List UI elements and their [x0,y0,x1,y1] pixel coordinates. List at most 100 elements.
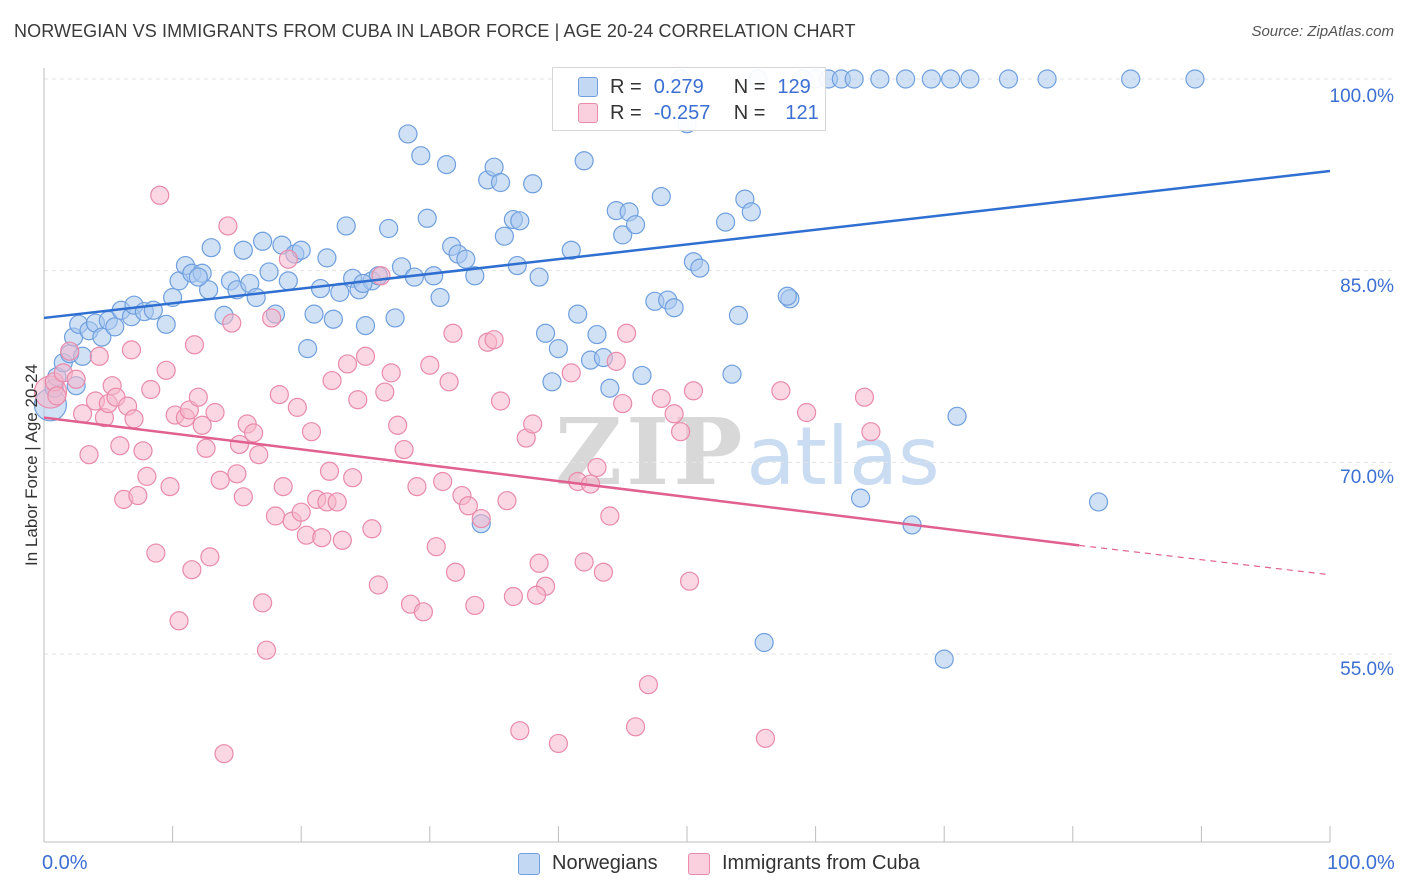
cuba-point [192,415,212,435]
cuba-point [47,386,67,406]
cuba-point [381,363,401,383]
cuba-point [375,382,395,402]
cuba-point [66,369,86,389]
cuba-point [670,422,691,442]
norwegians-point [494,226,514,246]
norwegians-trend-line [43,169,1331,320]
bottom-legend-swatch-norwegians [518,852,540,875]
legend-n-label: N = [733,75,766,98]
norwegians-point [317,248,337,268]
cuba-point [343,468,363,488]
legend-row-norwegians: R = 0.279 N = 129 [578,75,811,99]
norwegians-point [587,324,607,345]
cuba-point [196,438,216,458]
cuba-point [227,464,247,484]
norwegians-point [851,488,871,508]
cuba-point [184,335,205,355]
cuba-point [407,477,427,497]
cuba-point [322,370,342,391]
cuba-point [616,323,637,343]
norwegians-point [259,262,279,282]
cuba-trend-line [43,416,1080,547]
norwegians-point [632,365,652,386]
cuba-point [200,547,220,567]
cuba-point [265,506,286,526]
norwegians-point [1037,69,1057,89]
cuba-point [89,346,109,366]
bottom-legend-swatch-cuba [688,852,710,875]
legend-r-label: R = [610,75,642,98]
cuba-point [124,409,144,429]
legend-r-value: -0.257 [653,101,711,124]
norwegians-point [728,305,749,325]
cuba-point [278,249,298,269]
norwegians-point [715,212,736,232]
cuba-point [526,585,547,605]
bottom-legend-label-cuba: Immigrants from Cuba [722,852,920,874]
cuba-point [262,308,282,328]
norwegians-point [754,632,774,653]
cuba-point [625,717,646,737]
cuba-point [156,360,176,380]
norwegians-point [336,216,356,236]
cuba-point [214,744,234,764]
norwegians-point [568,304,588,324]
cuba-point [587,457,607,478]
cuba-point [638,675,659,695]
norwegians-point [233,240,253,260]
stats-legend: R = 0.279 N = 129 R = -0.257 N = 121 [552,67,826,131]
cuba-point [291,502,311,522]
norwegians-point [548,339,569,359]
cuba-point [606,351,626,371]
cuba-point [269,385,289,405]
cuba-point [796,402,817,423]
norwegians-point [490,172,511,193]
cuba-point [861,422,881,442]
cuba-point [490,391,511,411]
norwegians-point [92,327,112,347]
norwegians-point [690,258,710,278]
cuba-point [755,728,776,748]
cuba-point [253,593,273,613]
norwegians-point [304,304,324,324]
cuba-point [233,487,253,507]
cuba-point [133,441,153,461]
cuba-point [210,470,230,490]
norwegians-point [105,317,125,337]
norwegians-point [613,225,633,245]
cuba-point [465,595,485,616]
y-tick-label-55: 55.0% [1340,659,1394,680]
legend-n-label: N = [733,101,766,124]
cuba-point [319,461,340,481]
legend-r-label: R = [610,101,642,124]
cuba-point [301,422,322,442]
norwegians-point [947,406,967,426]
norwegians-point [741,202,761,222]
cuba-point [150,185,170,205]
norwegians-point [456,249,476,269]
norwegians-point [1121,69,1141,89]
cuba-point [128,485,148,506]
norwegians-point [777,286,797,306]
y-tick-label-70: 70.0% [1340,467,1394,488]
cuba-point [146,543,166,563]
norwegians-point [664,298,684,318]
norwegians-point [156,314,176,334]
cuba-point [613,393,633,414]
norwegians-point [870,69,890,89]
cuba-point [771,381,791,401]
norwegians-point [355,316,376,336]
norwegians-point [246,287,266,308]
norwegians-point [201,238,221,258]
y-tick-label-100: 100.0% [1329,86,1394,107]
norwegians-point [253,231,273,251]
norwegians-point [574,151,594,171]
cuba-point [79,445,99,465]
cuba-point [222,313,242,333]
cuba-point [683,381,704,401]
cuba-point [371,266,391,286]
y-tick-label-85: 85.0% [1340,276,1394,297]
cuba-point [160,477,180,497]
bottom-legend: Norwegians Immigrants from Cuba [0,852,1406,878]
norwegians-point [535,323,556,343]
